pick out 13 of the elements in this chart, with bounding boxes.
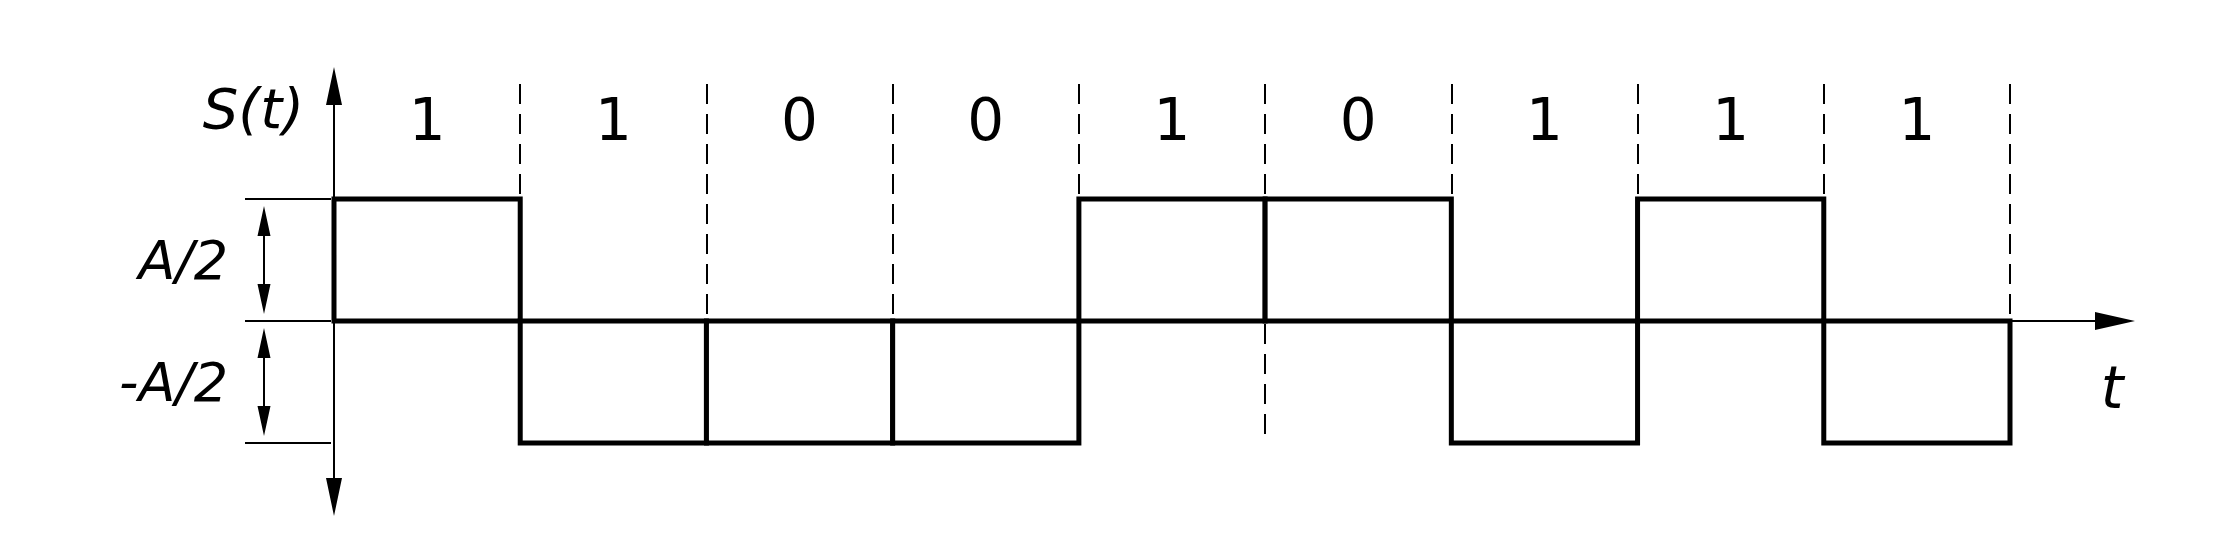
x-tick-label: 0 [781,86,819,154]
text: -A/2 [119,350,228,414]
x-tick-label: 1 [1898,86,1936,154]
x-tick-label: 1 [1525,86,1563,154]
x-tick-label: 1 [1153,86,1191,154]
text: A/2 [135,228,228,292]
x-axis-title: t [2100,354,2126,422]
x-tick-label: 0 [967,86,1005,154]
x-tick-label: 1 [408,86,446,154]
x-tick-label: 0 [1339,86,1377,154]
x-tick-label: 1 [594,86,632,154]
y-axis-title: S(t) [202,75,304,141]
x-tick-label: 1 [1712,86,1750,154]
